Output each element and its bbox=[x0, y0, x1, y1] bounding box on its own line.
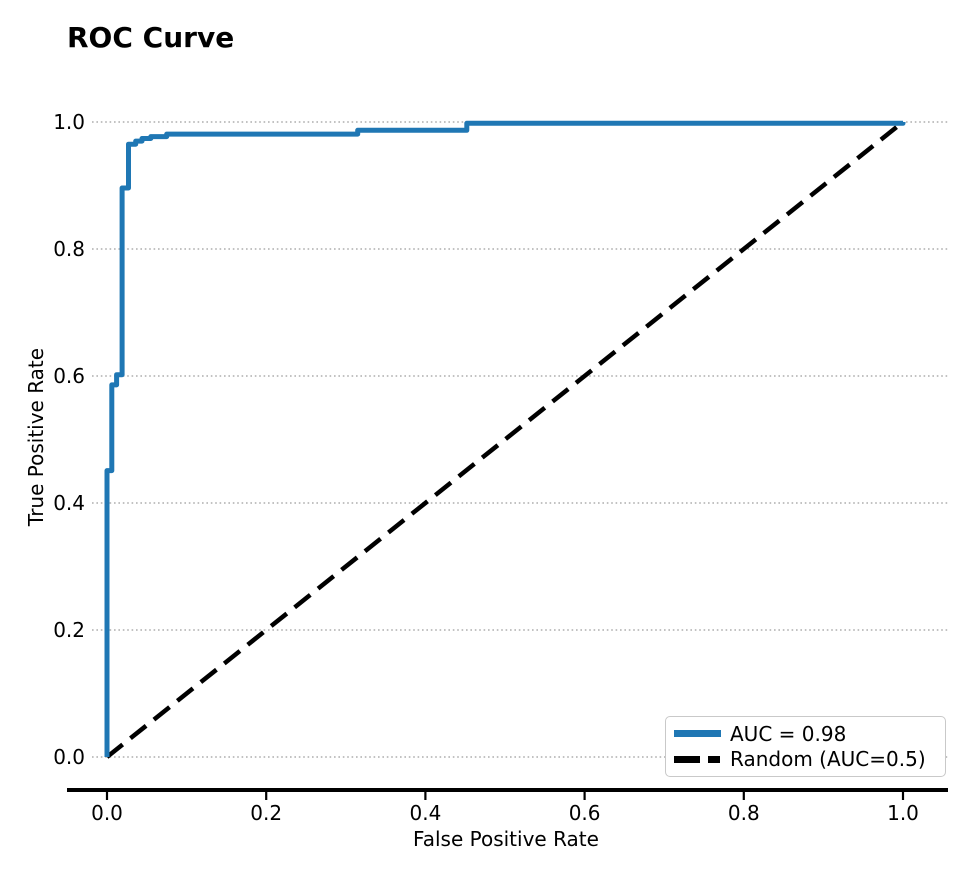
dashed-line-icon bbox=[674, 755, 700, 763]
legend-swatch-random bbox=[674, 755, 721, 763]
y-tick-label: 0.8 bbox=[53, 237, 85, 261]
y-tick-label: 1.0 bbox=[53, 110, 85, 134]
x-axis-label: False Positive Rate bbox=[413, 827, 599, 851]
legend: AUC = 0.98 Random (AUC=0.5) bbox=[665, 716, 946, 777]
x-tick-label: 0.6 bbox=[569, 801, 601, 825]
x-tick-label: 1.0 bbox=[887, 801, 919, 825]
x-tick-label: 0.0 bbox=[91, 801, 123, 825]
legend-label-auc: AUC = 0.98 bbox=[730, 721, 847, 746]
y-tick-label: 0.4 bbox=[53, 491, 85, 515]
x-tick-label: 0.8 bbox=[728, 801, 760, 825]
chart-title: ROC Curve bbox=[67, 21, 235, 54]
y-tick-label: 0.6 bbox=[53, 364, 85, 388]
y-axis-label: True Positive Rate bbox=[24, 347, 48, 527]
x-tick-label: 0.2 bbox=[250, 801, 282, 825]
x-tick-label: 0.4 bbox=[409, 801, 441, 825]
dashed-line-icon bbox=[708, 755, 720, 763]
random-diagonal-line bbox=[105, 120, 905, 759]
y-tick-label: 0.2 bbox=[53, 618, 85, 642]
legend-label-random: Random (AUC=0.5) bbox=[730, 747, 926, 772]
legend-swatch-auc bbox=[674, 730, 721, 738]
legend-item-auc: AUC = 0.98 bbox=[674, 724, 937, 744]
roc-curve-line bbox=[104, 120, 906, 757]
y-tick-label: 0.0 bbox=[53, 745, 85, 769]
solid-line-icon bbox=[674, 730, 721, 738]
legend-item-random: Random (AUC=0.5) bbox=[674, 749, 937, 769]
